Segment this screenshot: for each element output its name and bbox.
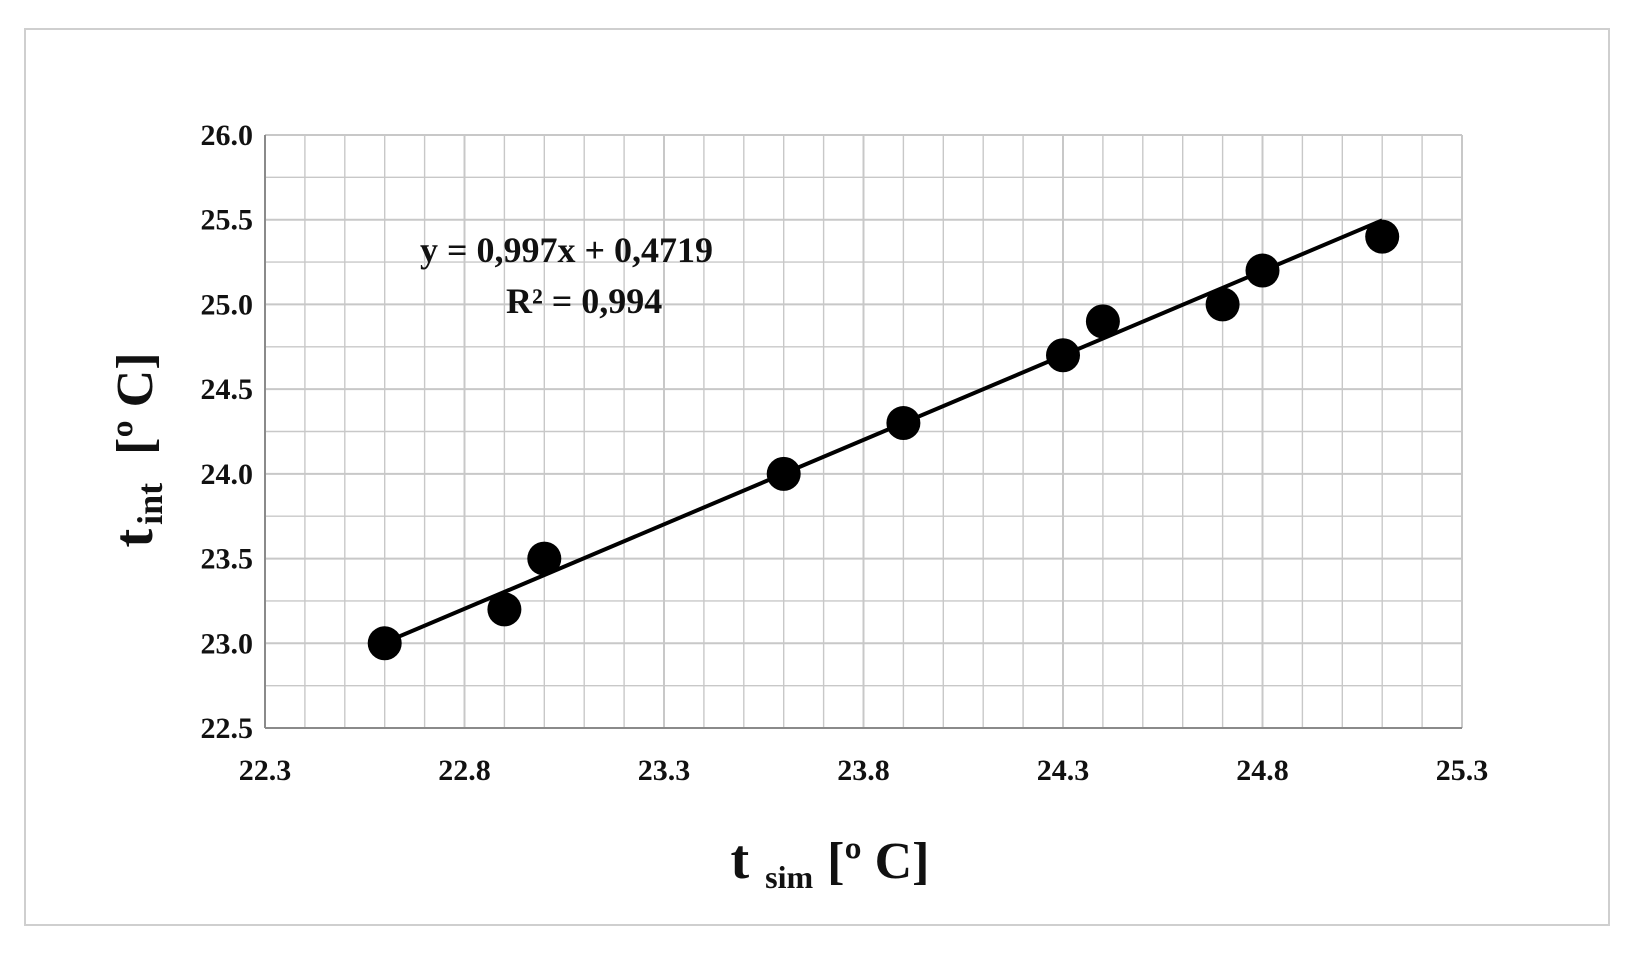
grid-lines xyxy=(264,134,1463,729)
y-tick-labels: 22.5 23.0 23.5 24.0 24.5 25.0 25.5 26.0 xyxy=(201,119,254,745)
data-point xyxy=(527,541,562,576)
r-squared-label: R² = 0,994 xyxy=(506,281,662,321)
y-tick-label: 23.5 xyxy=(201,543,254,576)
data-point xyxy=(886,406,921,441)
y-tick-label: 24.5 xyxy=(201,373,254,406)
x-axis-title-unit: [º C] xyxy=(827,833,929,890)
y-tick-label: 26.0 xyxy=(201,119,254,152)
x-tick-label: 25.3 xyxy=(1436,754,1489,787)
y-tick-label: 22.5 xyxy=(201,712,254,745)
y-axis-title-sub: int xyxy=(130,483,170,525)
x-tick-label: 24.8 xyxy=(1236,754,1289,787)
data-point xyxy=(1085,304,1120,339)
x-tick-label: 23.3 xyxy=(638,754,691,787)
data-point xyxy=(1365,219,1400,254)
x-axis-title-main: t xyxy=(730,829,749,891)
data-point xyxy=(1046,338,1080,373)
y-tick-label: 23.0 xyxy=(201,627,254,660)
y-tick-label: 25.5 xyxy=(201,204,254,237)
y-tick-label: 24.0 xyxy=(201,458,254,491)
data-point xyxy=(1205,287,1240,322)
data-point xyxy=(766,456,801,491)
x-axis-title-sub: sim xyxy=(765,859,813,895)
data-point xyxy=(487,592,522,627)
y-tick-label: 25.0 xyxy=(201,288,254,321)
x-tick-label: 24.3 xyxy=(1037,754,1090,787)
data-point xyxy=(1245,253,1280,288)
x-axis-title: t sim [º C] xyxy=(730,829,929,895)
data-point xyxy=(367,626,402,661)
x-tick-label: 23.8 xyxy=(837,754,890,787)
data-points xyxy=(367,219,1400,661)
x-tick-label: 22.8 xyxy=(438,754,491,787)
y-axis-title-main: t xyxy=(103,529,165,548)
x-tick-labels: 22.3 22.8 23.3 23.8 24.3 24.8 25.3 xyxy=(239,754,1489,787)
y-axis-title-unit: [º C] xyxy=(107,352,164,454)
y-axis-title: t int [º C] xyxy=(103,352,170,547)
x-tick-label: 22.3 xyxy=(239,754,292,787)
trendline-equation: y = 0,997x + 0,4719 xyxy=(420,230,713,270)
